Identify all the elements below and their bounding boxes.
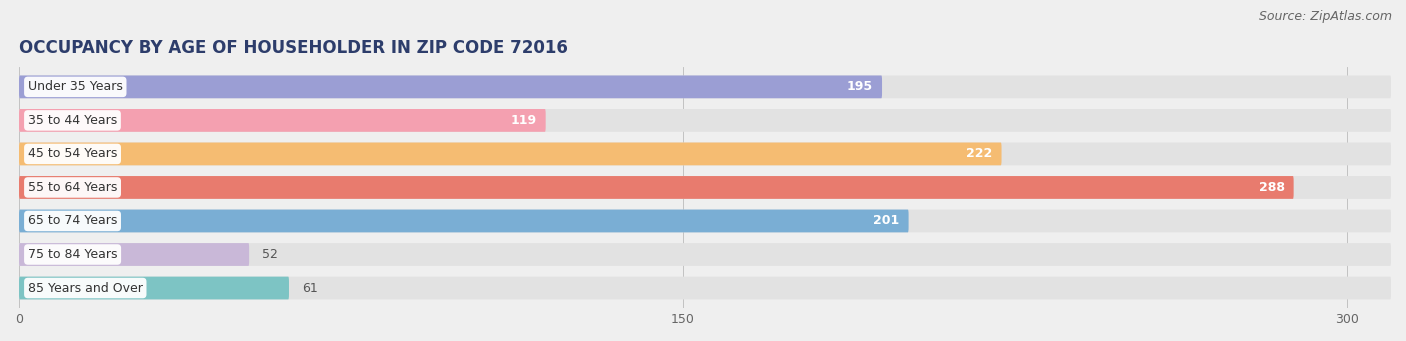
- Text: 195: 195: [846, 80, 873, 93]
- Text: 65 to 74 Years: 65 to 74 Years: [28, 214, 117, 227]
- FancyBboxPatch shape: [20, 210, 908, 232]
- FancyBboxPatch shape: [20, 143, 1001, 165]
- Text: 119: 119: [510, 114, 537, 127]
- FancyBboxPatch shape: [20, 243, 249, 266]
- Text: 222: 222: [966, 147, 993, 160]
- Text: OCCUPANCY BY AGE OF HOUSEHOLDER IN ZIP CODE 72016: OCCUPANCY BY AGE OF HOUSEHOLDER IN ZIP C…: [20, 39, 568, 57]
- Text: 55 to 64 Years: 55 to 64 Years: [28, 181, 117, 194]
- FancyBboxPatch shape: [20, 176, 1391, 199]
- FancyBboxPatch shape: [20, 210, 1391, 232]
- Text: 35 to 44 Years: 35 to 44 Years: [28, 114, 117, 127]
- FancyBboxPatch shape: [20, 143, 1391, 165]
- FancyBboxPatch shape: [20, 243, 1391, 266]
- FancyBboxPatch shape: [20, 277, 1391, 299]
- Text: 288: 288: [1258, 181, 1285, 194]
- Text: 45 to 54 Years: 45 to 54 Years: [28, 147, 117, 160]
- FancyBboxPatch shape: [20, 109, 1391, 132]
- FancyBboxPatch shape: [20, 176, 1294, 199]
- Text: 61: 61: [302, 282, 318, 295]
- Text: 201: 201: [873, 214, 900, 227]
- Text: 85 Years and Over: 85 Years and Over: [28, 282, 143, 295]
- FancyBboxPatch shape: [20, 75, 1391, 98]
- Text: Under 35 Years: Under 35 Years: [28, 80, 122, 93]
- FancyBboxPatch shape: [20, 75, 882, 98]
- FancyBboxPatch shape: [20, 277, 290, 299]
- FancyBboxPatch shape: [20, 109, 546, 132]
- Text: Source: ZipAtlas.com: Source: ZipAtlas.com: [1258, 10, 1392, 23]
- Text: 52: 52: [263, 248, 278, 261]
- Text: 75 to 84 Years: 75 to 84 Years: [28, 248, 117, 261]
